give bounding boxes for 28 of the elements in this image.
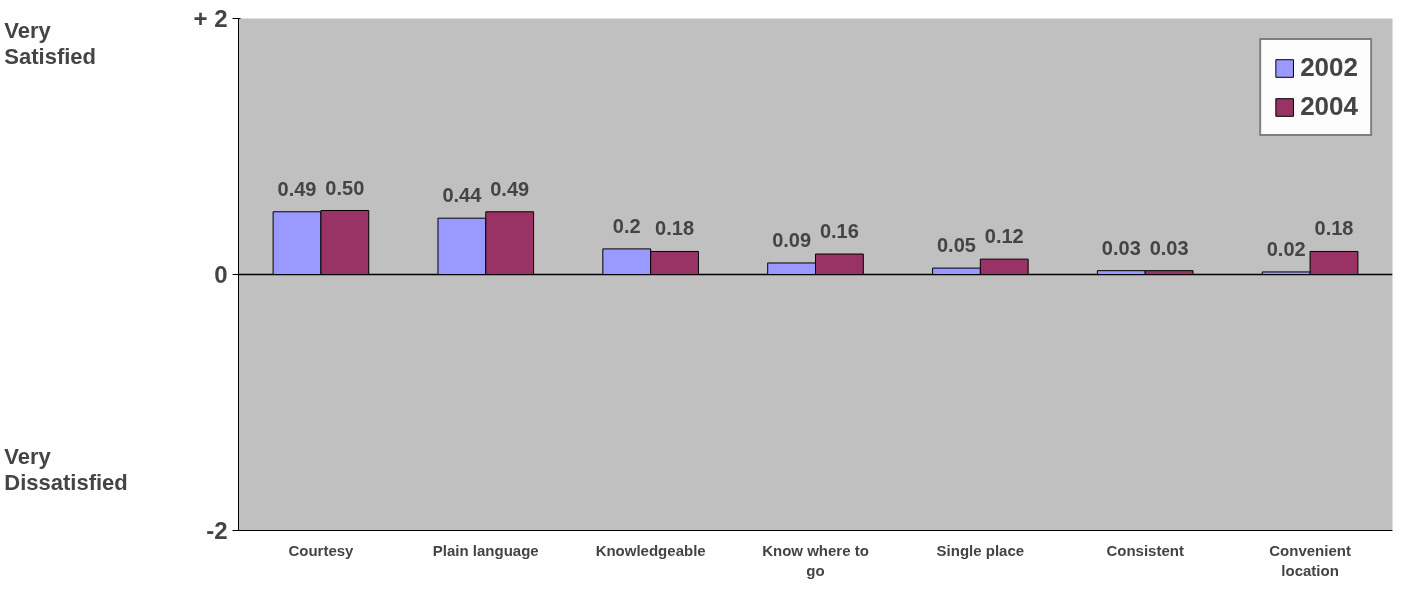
legend-label: 2004 — [1300, 91, 1358, 122]
y-tick-label: 0 — [214, 261, 228, 288]
text: 0.44 — [442, 184, 482, 207]
legend-label: 2002 — [1300, 52, 1358, 83]
y-tick-label: + 2 — [193, 5, 228, 32]
text: 0.12 — [984, 225, 1024, 248]
text: 0.50 — [325, 176, 365, 199]
text: 0.49 — [490, 177, 530, 200]
x-tick-label: Plain language — [432, 541, 539, 559]
x-tick-label: Single place — [936, 541, 1025, 559]
x-tick-label: Know where to go — [762, 541, 869, 579]
text: 0.2 — [612, 214, 641, 237]
text: 0.16 — [819, 220, 859, 243]
text: 0.09 — [772, 228, 812, 251]
text: Very Dissatisfied — [4, 443, 128, 495]
text: 0.03 — [1101, 236, 1141, 259]
text: 0.18 — [1314, 217, 1354, 240]
text: 0.02 — [1266, 237, 1306, 260]
x-tick-label: Convenient location — [1269, 541, 1351, 579]
y-tick-label: -2 — [206, 517, 228, 544]
text: 0.05 — [936, 234, 976, 257]
x-tick-label: Consistent — [1106, 541, 1184, 559]
text: 0.49 — [277, 177, 317, 200]
text: 0.18 — [655, 217, 695, 240]
text: Very Satisfied — [4, 17, 96, 69]
x-tick-label: Courtesy — [288, 541, 355, 559]
x-tick-label: Knowledgeable — [595, 541, 706, 559]
text: 0.03 — [1149, 236, 1189, 259]
